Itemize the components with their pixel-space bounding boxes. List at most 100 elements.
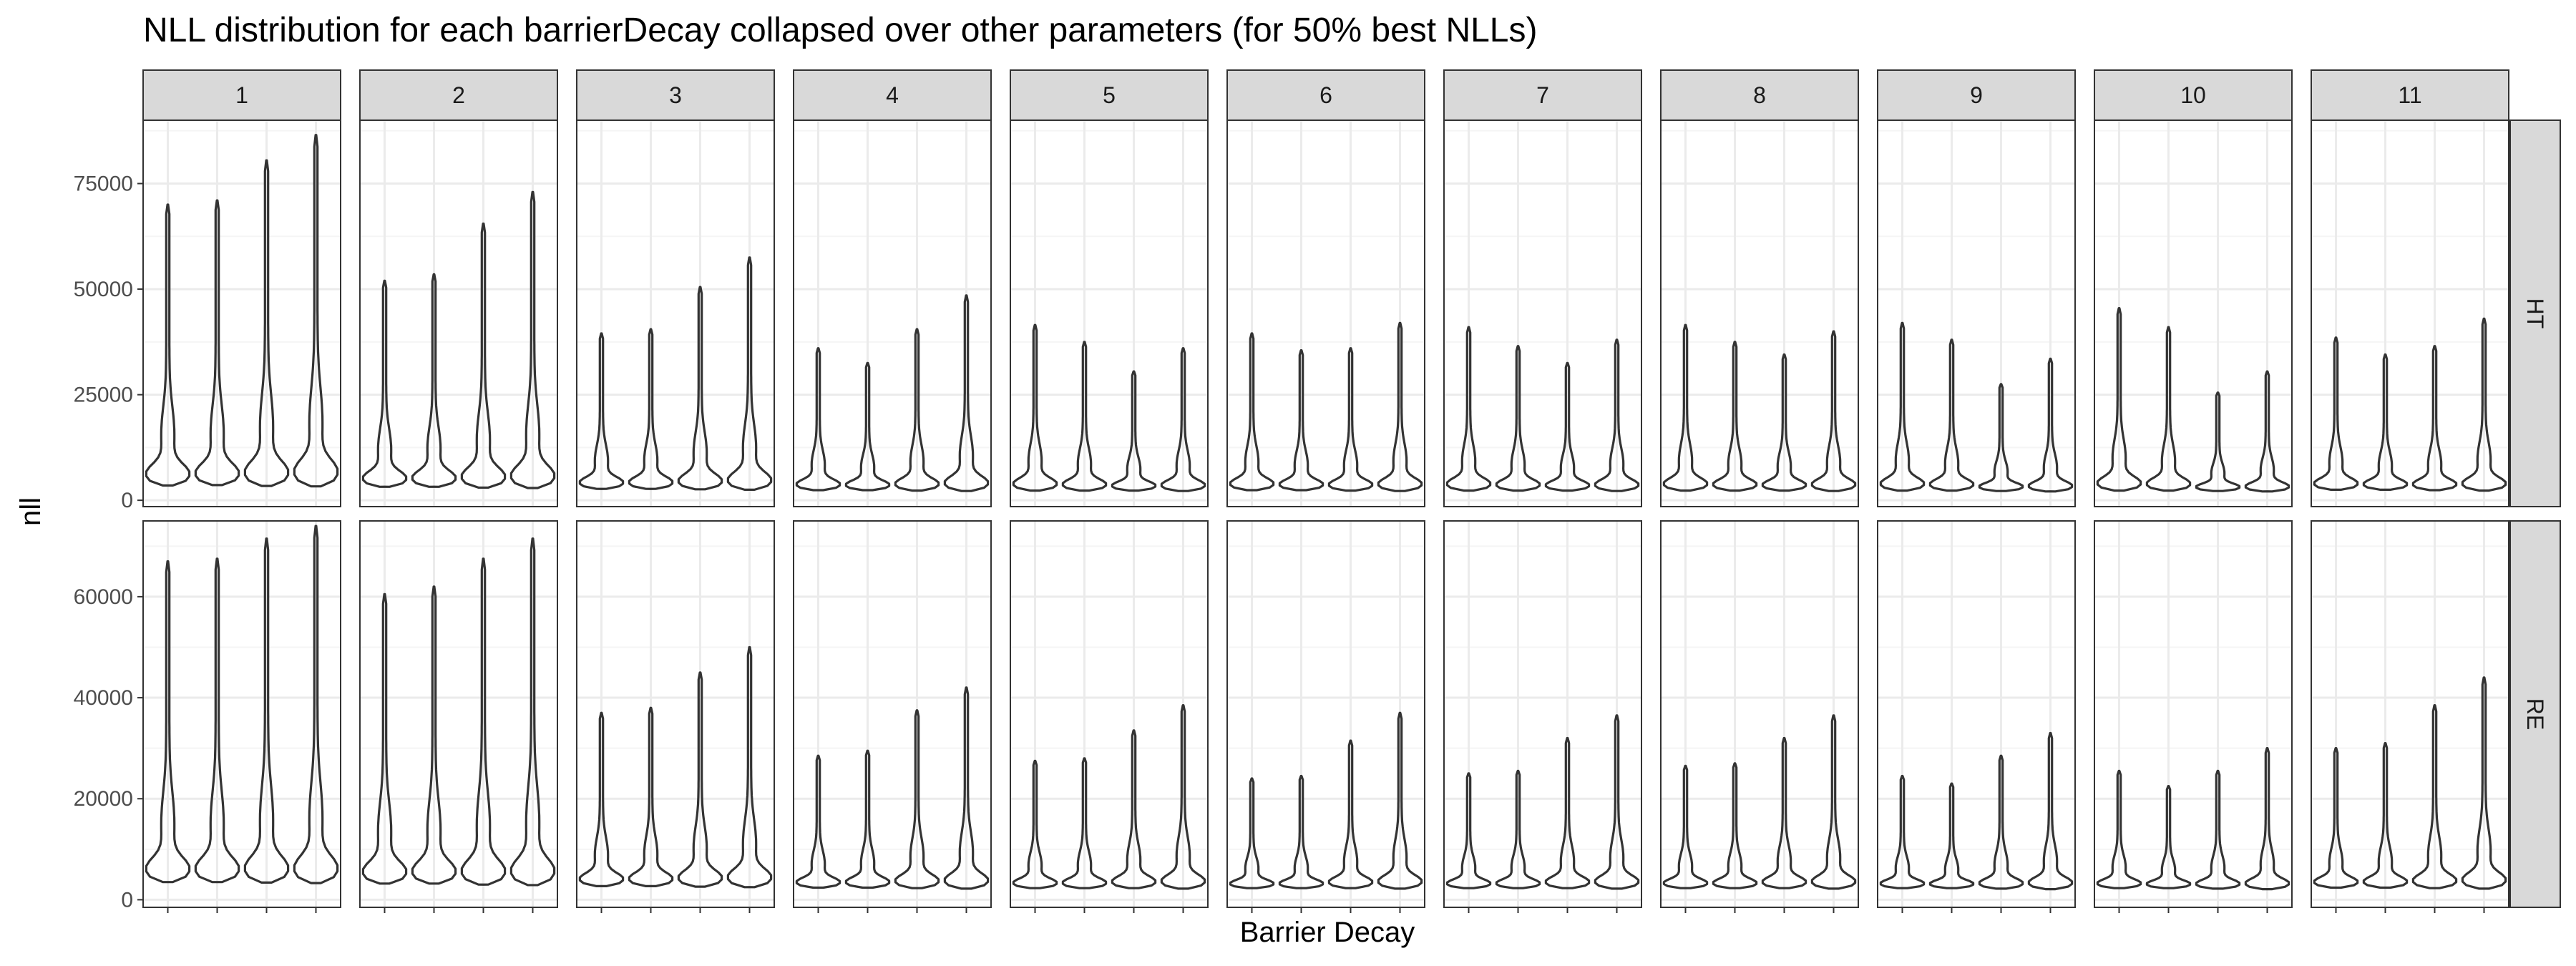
violin	[2411, 345, 2458, 492]
violin	[361, 279, 408, 488]
column-strip	[359, 69, 558, 121]
violin	[2027, 357, 2074, 493]
column-strip	[2094, 69, 2293, 121]
violin	[1544, 361, 1591, 492]
column-strip	[1226, 69, 1425, 121]
violin	[2313, 336, 2359, 491]
violin	[795, 347, 841, 492]
violin	[943, 686, 990, 890]
column-strip	[1443, 69, 1642, 121]
violin	[194, 557, 240, 884]
violin	[1495, 345, 1541, 492]
violin	[628, 328, 674, 490]
panel-border	[1877, 520, 2076, 908]
panel-border	[2094, 520, 2293, 908]
violin	[1229, 332, 1275, 492]
violin	[1278, 774, 1324, 889]
column-strip-label: 3	[669, 82, 682, 108]
panel-background	[794, 521, 991, 907]
panel-background	[1878, 521, 2075, 907]
panel-border	[576, 520, 775, 908]
violin	[1445, 772, 1492, 889]
violin	[1445, 326, 1492, 492]
violin	[361, 592, 408, 885]
violin	[2244, 747, 2290, 891]
violin	[1594, 714, 1640, 890]
violin	[1160, 347, 1206, 492]
y-tick-label: 75000	[74, 172, 133, 196]
violin	[894, 709, 940, 889]
panel-border	[2311, 520, 2509, 908]
column-strip-label: 4	[886, 82, 899, 108]
violin	[2027, 731, 2074, 891]
violin	[2195, 391, 2241, 492]
column-strip-label: 1	[235, 82, 248, 108]
violin	[145, 560, 191, 884]
violin	[1111, 370, 1157, 492]
panel-border	[359, 520, 558, 908]
violin	[1229, 777, 1275, 889]
violin	[2096, 307, 2142, 492]
violin	[2362, 742, 2409, 889]
violin	[628, 706, 674, 887]
violin	[1377, 711, 1423, 890]
y-tick-label: 0	[121, 888, 133, 912]
violin	[1879, 774, 1926, 889]
violin	[1495, 769, 1541, 889]
violin	[1978, 754, 2024, 890]
violin	[677, 286, 723, 491]
violin	[844, 749, 891, 889]
violin	[1160, 704, 1206, 890]
row-strip-label: RE	[2522, 698, 2548, 730]
violin	[2313, 747, 2359, 889]
column-strip-label: 8	[1753, 82, 1766, 108]
violin	[1712, 341, 1758, 492]
violin	[293, 134, 339, 488]
y-tick-label: 50000	[74, 278, 133, 301]
violin	[2145, 326, 2192, 492]
violin	[726, 256, 773, 491]
facet-grid: 0 25000 50000 75000 HT 0 20000 40000 60000 RE 1 2 3 4…	[74, 69, 2561, 913]
violin	[844, 361, 891, 492]
violin	[1810, 714, 1857, 890]
violin	[1662, 764, 1709, 889]
violin	[677, 671, 723, 888]
y-tick-label: 25000	[74, 384, 133, 407]
violin	[1662, 323, 1709, 492]
row-strip	[2509, 119, 2561, 507]
chart-title: NLL distribution for each barrierDecay c…	[143, 11, 1537, 49]
violin	[194, 199, 240, 487]
y-tick-label: 60000	[74, 585, 133, 609]
y-tick-label: 40000	[74, 686, 133, 710]
violin	[795, 754, 841, 889]
column-strip-label: 9	[1970, 82, 1983, 108]
violin	[1278, 349, 1324, 492]
column-strip-label: 11	[2398, 82, 2421, 108]
violin	[1978, 383, 2024, 492]
violin	[460, 557, 507, 886]
violin	[2096, 769, 2142, 889]
violin	[1928, 338, 1975, 492]
panel-background	[360, 120, 557, 507]
column-strip-label: 6	[1319, 82, 1332, 108]
panel-border	[1443, 520, 1642, 908]
violin	[1761, 353, 1807, 492]
violin	[1544, 736, 1591, 889]
violin	[145, 203, 191, 487]
column-strip	[793, 69, 992, 121]
column-strip	[1660, 69, 1859, 121]
violin	[578, 711, 625, 887]
panel-background	[1010, 521, 1208, 907]
violin	[509, 190, 556, 489]
row-strip	[2509, 520, 2561, 908]
column-strip	[142, 69, 341, 121]
violin	[411, 273, 457, 488]
panel-border	[1660, 520, 1859, 908]
violin	[2411, 704, 2458, 889]
column-strip	[2311, 69, 2509, 121]
column-strip-label: 10	[2180, 82, 2206, 108]
y-tick-label: 20000	[74, 787, 133, 811]
column-strip-label: 7	[1536, 82, 1549, 108]
panel-background	[2311, 521, 2509, 907]
